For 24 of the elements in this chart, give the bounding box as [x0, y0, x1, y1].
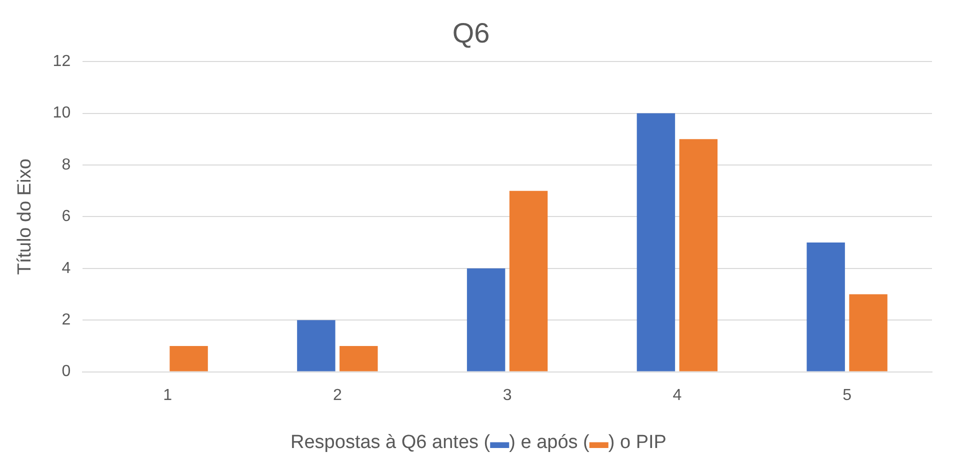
bar [297, 320, 336, 372]
y-tick-label: 6 [62, 208, 71, 226]
x-tick-label: 2 [332, 386, 342, 404]
x-tick-label: 5 [842, 386, 852, 404]
x-tick-label: 3 [502, 386, 512, 404]
bar [679, 139, 718, 372]
bar [340, 346, 378, 372]
bar [849, 294, 888, 372]
x-axis-title: Respostas à Q6 antes (▬) e após (▬) o PIP [290, 432, 668, 454]
y-tick-label: 0 [62, 363, 71, 380]
y-tick-label: 8 [62, 156, 71, 174]
bar [466, 268, 506, 372]
bar [170, 346, 208, 372]
y-tick-label: 2 [62, 312, 71, 329]
bar [636, 113, 676, 372]
x-tick-label: 4 [672, 386, 682, 404]
bar [509, 190, 548, 372]
y-tick-label: 10 [52, 104, 71, 122]
bar [806, 242, 845, 372]
x-tick-label: 1 [163, 386, 172, 404]
y-tick-label: 4 [62, 260, 71, 277]
y-tick-label: 12 [52, 53, 71, 70]
chart-title: Q6 [452, 18, 490, 49]
y-axis-title: Título do Eixo [14, 158, 36, 275]
